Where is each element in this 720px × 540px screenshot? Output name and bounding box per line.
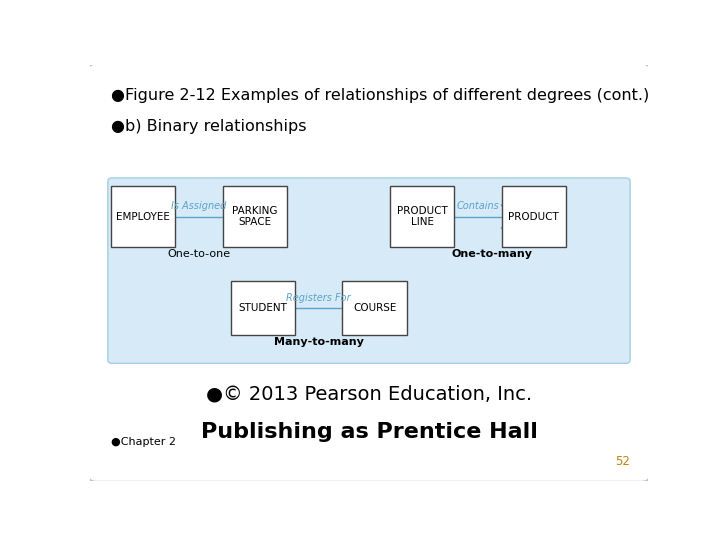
Text: STUDENT: STUDENT — [238, 303, 287, 313]
Bar — [231, 281, 295, 335]
Text: COURSE: COURSE — [353, 303, 396, 313]
Text: PARKING
SPACE: PARKING SPACE — [232, 206, 277, 227]
Text: PRODUCT: PRODUCT — [508, 212, 559, 221]
Text: Is Assigned: Is Assigned — [171, 201, 227, 211]
Bar — [390, 186, 454, 247]
Bar — [502, 186, 566, 247]
Text: 52: 52 — [616, 455, 630, 468]
Text: Publishing as Prentice Hall: Publishing as Prentice Hall — [201, 422, 537, 442]
Text: ●© 2013 Pearson Education, Inc.: ●© 2013 Pearson Education, Inc. — [206, 385, 532, 404]
Text: One-to-one: One-to-one — [167, 248, 230, 259]
Text: Contains: Contains — [456, 201, 499, 211]
Bar — [343, 281, 407, 335]
Text: Many-to-many: Many-to-many — [274, 337, 364, 347]
Text: Registers For: Registers For — [287, 293, 351, 302]
Text: PRODUCT
LINE: PRODUCT LINE — [397, 206, 447, 227]
FancyBboxPatch shape — [108, 178, 630, 363]
Text: EMPLOYEE: EMPLOYEE — [116, 212, 170, 221]
Text: ●Chapter 2: ●Chapter 2 — [111, 437, 176, 447]
Text: ●Figure 2-12 Examples of relationships of different degrees (cont.): ●Figure 2-12 Examples of relationships o… — [111, 87, 649, 103]
Bar — [222, 186, 287, 247]
FancyBboxPatch shape — [89, 64, 649, 482]
Text: ●b) Binary relationships: ●b) Binary relationships — [111, 119, 307, 134]
Bar — [111, 186, 175, 247]
Text: One-to-many: One-to-many — [451, 248, 532, 259]
